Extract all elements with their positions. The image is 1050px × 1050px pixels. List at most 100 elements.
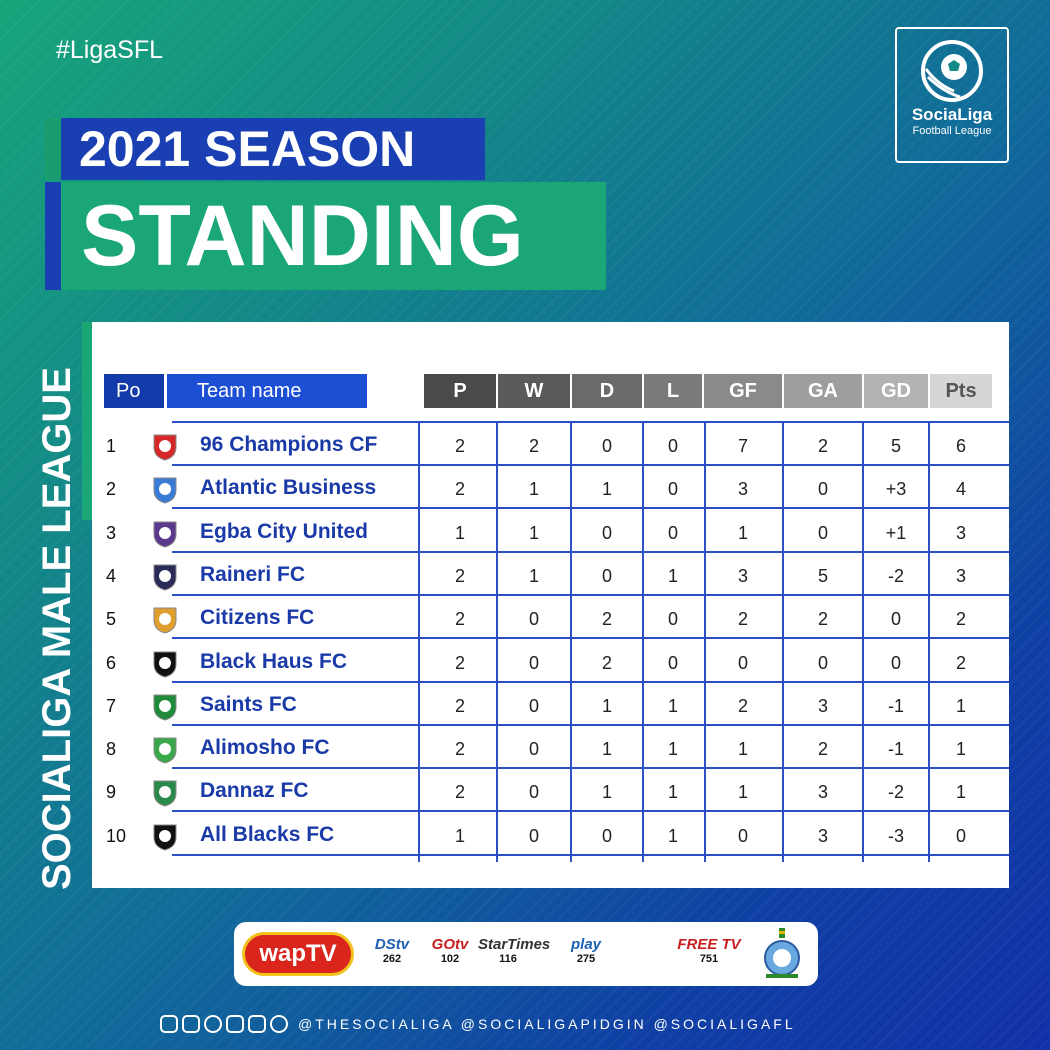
side-accent-bar: [82, 322, 92, 520]
team-name: Alimosho FC: [200, 736, 330, 760]
channel-free-tv: FREE TV 751: [664, 936, 754, 965]
alimosho-crest-icon: [153, 737, 177, 764]
table-row: 6 Black Haus FC 2 0 2 0 0 0 0 2: [92, 640, 1009, 683]
cell-l: 1: [667, 782, 678, 803]
row-position: 9: [106, 782, 117, 803]
snapchat-icon[interactable]: [226, 1015, 244, 1033]
cell-pts: 0: [955, 825, 966, 846]
row-divider: [172, 593, 1009, 596]
cell-gf: 1: [737, 522, 748, 543]
cell-p: 2: [454, 782, 465, 803]
cell-pts: 4: [955, 479, 966, 500]
cell-w: 1: [528, 565, 539, 586]
instagram-icon[interactable]: [160, 1015, 178, 1033]
table-row: 8 Alimosho FC 2 0 1 1 1 2 -1 1: [92, 726, 1009, 770]
cell-gd: -1: [887, 695, 904, 716]
league-side-label: SOCIALIGA MALE LEAGUE: [35, 367, 79, 890]
cell-pts: 2: [955, 652, 966, 673]
team-name: Black Haus FC: [200, 649, 348, 673]
table-row: 3 Egba City United 1 1 0 0 1 0 +1 3: [92, 510, 1009, 553]
cell-l: 0: [667, 479, 678, 500]
cell-p: 2: [454, 652, 465, 673]
tiktok-icon[interactable]: [270, 1015, 288, 1033]
cell-gf: 3: [737, 565, 748, 586]
facebook-icon[interactable]: [182, 1015, 200, 1033]
column-divider: [704, 422, 706, 862]
cell-w: 0: [528, 652, 539, 673]
cell-ga: 0: [817, 479, 828, 500]
table-row: 4 Raineri FC 2 1 0 1 3 5 -2 3: [92, 553, 1009, 596]
channel-number: 262: [382, 953, 402, 965]
cell-gd: -1: [887, 739, 904, 760]
cell-p: 2: [454, 609, 465, 630]
cell-gd: -2: [887, 782, 904, 803]
social-footer: @THESOCIALIGA @SOCIALIGAPIDGIN @SOCIALIG…: [160, 1013, 796, 1035]
cell-w: 0: [528, 739, 539, 760]
cell-ga: 3: [817, 825, 828, 846]
cell-gd: 5: [890, 436, 901, 456]
cell-gd: +3: [885, 479, 907, 500]
team-name: 96 Champions CF: [200, 433, 378, 456]
cell-ga: 2: [817, 739, 828, 760]
cell-ga: 0: [817, 652, 828, 673]
cell-w: 0: [528, 825, 539, 846]
row-divider: [172, 507, 1009, 510]
cell-d: 1: [601, 739, 612, 760]
cell-l: 1: [667, 695, 678, 716]
cell-ga: 3: [817, 782, 828, 803]
cell-gd: 0: [890, 609, 901, 630]
emblem-icon: [764, 928, 800, 978]
cell-d: 0: [601, 565, 612, 586]
table-row: 9 Dannaz FC 2 0 1 1 1 3 -2 1: [92, 769, 1009, 813]
cell-p: 2: [454, 739, 465, 760]
row-position: 4: [106, 565, 117, 586]
season-title: 2021 SEASON: [61, 118, 485, 180]
row-position: 8: [106, 739, 117, 760]
header-gf: GF: [704, 374, 782, 408]
cell-l: 1: [667, 739, 678, 760]
cell-l: 0: [667, 522, 678, 543]
sponsor-bar: wapTV DStv 262 GOtv 102 StarTimes 116 play 275 F…: [234, 922, 818, 986]
channel-name: DStv: [374, 936, 410, 953]
header-p: P: [424, 374, 496, 408]
header-gd: GD: [864, 374, 928, 408]
cell-p: 1: [454, 522, 465, 543]
column-divider: [496, 422, 498, 862]
dannaz-crest-icon: [153, 780, 177, 807]
header-team-name: Team name: [167, 374, 367, 408]
channel-play: play 275: [556, 936, 616, 965]
egba-crest-icon: [153, 521, 177, 548]
title-accent: [45, 182, 61, 290]
citizens-crest-icon: [153, 607, 177, 634]
row-divider: [172, 464, 1009, 466]
cell-gf: 0: [737, 825, 748, 846]
cell-ga: 5: [817, 565, 828, 586]
cell-gd: 0: [890, 652, 901, 673]
cell-gf: 2: [737, 695, 748, 716]
row-divider: [172, 680, 1009, 683]
cell-d: 2: [601, 652, 612, 673]
cell-ga: 0: [817, 522, 828, 543]
row-position: 3: [106, 522, 117, 543]
team-name: Saints FC: [200, 692, 297, 716]
channel-number: 751: [699, 953, 719, 965]
cell-l: 0: [667, 436, 678, 456]
row-divider: [172, 853, 1009, 856]
table-row: 10 All Blacks FC 1 0 0 1 0 3 -3 0: [92, 813, 1009, 856]
row-divider: [172, 767, 1009, 770]
column-divider: [570, 422, 572, 862]
row-divider: [172, 637, 1009, 640]
header-l: L: [644, 374, 702, 408]
cell-w: 0: [528, 695, 539, 716]
cell-w: 2: [528, 436, 539, 456]
cell-gd: -3: [887, 825, 904, 846]
team-name: Egba City United: [200, 519, 369, 543]
header-d: D: [572, 374, 642, 408]
twitter-icon[interactable]: [204, 1015, 222, 1033]
header-pts: Pts: [930, 374, 992, 408]
waptv-logo: wapTV: [242, 932, 354, 976]
channel-name: FREE TV: [677, 936, 741, 953]
header-w: W: [498, 374, 570, 408]
youtube-icon[interactable]: [248, 1015, 266, 1033]
column-divider: [782, 422, 784, 862]
